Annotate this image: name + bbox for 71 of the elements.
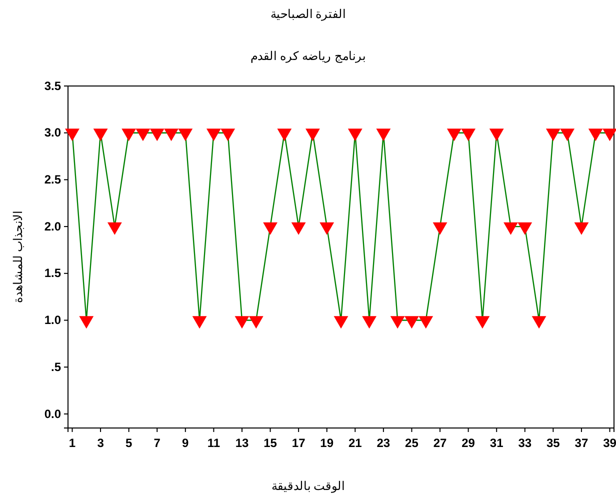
x-tick-label: 13 [235,436,249,450]
point [475,316,490,329]
point [136,128,150,142]
x-tick-label: 37 [574,436,588,450]
x-tick-label: 27 [433,436,448,450]
point [574,222,589,235]
point [93,128,108,142]
y-tick-label: 3.0 [44,126,62,140]
point [362,316,376,329]
point [206,128,221,142]
point [418,316,434,329]
x-tick-label: 31 [490,436,504,450]
y-tick-label: .5 [50,360,62,374]
point [489,128,504,142]
y-tick-label: 1.0 [44,313,62,328]
point [390,316,405,329]
x-tick-label: 11 [207,436,220,450]
chart-subtitle: برنامج رياضه كره القدم [250,49,366,63]
x-tick-label: 33 [518,436,532,450]
point [320,222,334,235]
point [376,128,391,142]
x-tick-label: 15 [264,436,278,450]
x-axis-title: الوقت بالدقيقة [271,479,345,493]
x-tick-label: 7 [154,436,161,450]
point [504,222,518,235]
x-tick-label: 39 [603,436,616,450]
point [263,222,278,235]
point [532,316,546,329]
point [546,128,560,142]
point [588,128,603,142]
point [602,128,616,142]
point [164,128,178,142]
y-tick-label: 2.5 [44,172,62,187]
point [107,222,122,235]
x-tick-label: 25 [405,436,419,450]
x-tick-label: 23 [376,436,390,450]
point [518,222,532,235]
point [560,128,575,142]
point [446,128,462,142]
point [277,128,292,142]
x-tick-label: 19 [320,436,334,450]
point [334,316,348,329]
point [79,316,94,329]
point [192,316,207,329]
y-tick-label: 0.0 [44,406,62,421]
chart-title: الفترة الصباحية [270,7,346,21]
x-tick-label: 5 [125,436,132,450]
y-axis-title: الانجذاب للمشاهدة [11,210,25,304]
point [220,128,236,142]
point [248,316,264,329]
y-tick-label: 3.5 [44,78,62,93]
point [306,128,320,142]
point [404,316,419,329]
y-tick-label: 2.0 [44,219,62,234]
x-tick-label: 9 [182,436,190,450]
x-tick-label: 17 [292,436,306,450]
x-tick-label: 29 [462,436,476,450]
x-tick-label: 35 [546,436,560,450]
point [461,128,476,142]
x-tick-label: 3 [97,436,104,450]
point [178,128,193,142]
x-tick-label: 21 [348,436,362,450]
y-tick-label: 1.5 [44,266,62,280]
point [291,222,306,235]
point [234,316,250,329]
point [65,128,80,142]
point [432,222,448,235]
x-tick-label: 1 [68,436,76,450]
point [122,128,136,142]
point [348,128,362,142]
point [150,128,164,142]
